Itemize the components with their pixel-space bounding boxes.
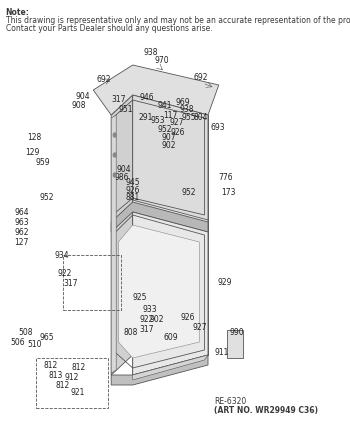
Polygon shape bbox=[111, 202, 208, 232]
Text: 952: 952 bbox=[40, 193, 54, 202]
Circle shape bbox=[113, 153, 116, 157]
Text: 808: 808 bbox=[123, 328, 138, 337]
Text: 970: 970 bbox=[154, 56, 169, 65]
Text: 173: 173 bbox=[221, 188, 236, 197]
Text: 962: 962 bbox=[14, 228, 29, 237]
Text: 926: 926 bbox=[171, 128, 185, 137]
Polygon shape bbox=[118, 225, 200, 358]
Text: 952: 952 bbox=[158, 125, 172, 134]
Circle shape bbox=[113, 133, 116, 137]
Text: 926: 926 bbox=[126, 186, 140, 195]
Text: 291: 291 bbox=[139, 113, 153, 122]
Text: This drawing is representative only and may not be an accurate representation of: This drawing is representative only and … bbox=[6, 16, 350, 25]
Polygon shape bbox=[133, 95, 208, 375]
Polygon shape bbox=[133, 130, 165, 190]
Text: 955: 955 bbox=[181, 113, 196, 122]
Text: 925: 925 bbox=[133, 293, 147, 302]
FancyBboxPatch shape bbox=[228, 330, 243, 358]
Text: 117: 117 bbox=[163, 111, 178, 120]
Text: 812: 812 bbox=[72, 363, 86, 372]
Text: 912: 912 bbox=[64, 373, 79, 382]
Text: 969: 969 bbox=[176, 98, 190, 107]
Text: 813: 813 bbox=[49, 371, 63, 380]
Polygon shape bbox=[111, 95, 133, 375]
Text: 609: 609 bbox=[163, 333, 178, 342]
Text: 127: 127 bbox=[14, 238, 29, 247]
Polygon shape bbox=[133, 212, 208, 375]
Circle shape bbox=[113, 173, 116, 177]
Text: 938: 938 bbox=[144, 48, 158, 57]
Text: 927: 927 bbox=[170, 118, 184, 127]
Text: 953: 953 bbox=[150, 116, 165, 125]
Polygon shape bbox=[133, 355, 208, 380]
Text: Contact your Parts Dealer should any questions arise.: Contact your Parts Dealer should any que… bbox=[6, 24, 212, 33]
Text: 510: 510 bbox=[27, 340, 42, 349]
Text: 963: 963 bbox=[14, 218, 29, 227]
Text: 317: 317 bbox=[140, 325, 154, 334]
Text: 990: 990 bbox=[230, 328, 244, 337]
Text: 692: 692 bbox=[97, 75, 111, 84]
Text: 938: 938 bbox=[179, 105, 194, 114]
Text: 693: 693 bbox=[210, 123, 225, 132]
Text: 902: 902 bbox=[149, 315, 164, 324]
Text: 926: 926 bbox=[181, 313, 195, 322]
Text: 128: 128 bbox=[27, 133, 42, 142]
Text: 317: 317 bbox=[111, 95, 126, 104]
Text: 959: 959 bbox=[36, 158, 50, 167]
Text: Note:: Note: bbox=[6, 8, 30, 17]
Polygon shape bbox=[93, 65, 219, 115]
Text: 922: 922 bbox=[57, 269, 72, 278]
Text: (ART NO. WR29949 C36): (ART NO. WR29949 C36) bbox=[214, 406, 318, 415]
Polygon shape bbox=[111, 355, 208, 385]
Text: 945: 945 bbox=[126, 178, 140, 187]
Text: 812: 812 bbox=[43, 361, 57, 370]
Text: 902: 902 bbox=[161, 141, 176, 150]
Text: 506: 506 bbox=[11, 338, 26, 347]
Text: 946: 946 bbox=[140, 93, 154, 102]
Text: 986: 986 bbox=[115, 173, 129, 182]
Text: 881: 881 bbox=[126, 193, 140, 202]
Text: 129: 129 bbox=[25, 148, 40, 157]
Polygon shape bbox=[133, 95, 208, 220]
Text: 951: 951 bbox=[118, 105, 133, 114]
Text: 804: 804 bbox=[194, 113, 208, 122]
Text: 933: 933 bbox=[142, 305, 157, 314]
Text: 907: 907 bbox=[161, 133, 176, 142]
Text: 921: 921 bbox=[70, 388, 85, 397]
Text: 922: 922 bbox=[140, 315, 154, 324]
Text: 934: 934 bbox=[55, 251, 69, 260]
Text: 812: 812 bbox=[56, 381, 70, 390]
Text: 904: 904 bbox=[75, 92, 90, 101]
Text: 508: 508 bbox=[18, 328, 33, 337]
Text: 692: 692 bbox=[194, 73, 208, 82]
Text: 911: 911 bbox=[215, 348, 229, 357]
Text: 965: 965 bbox=[40, 333, 54, 342]
Text: 952: 952 bbox=[181, 188, 196, 197]
Text: RE-6320: RE-6320 bbox=[214, 397, 246, 406]
Text: 964: 964 bbox=[14, 208, 29, 217]
Text: 776: 776 bbox=[219, 173, 233, 182]
Text: 904: 904 bbox=[117, 165, 132, 174]
Text: 908: 908 bbox=[72, 101, 86, 110]
Text: 927: 927 bbox=[192, 323, 207, 332]
Text: 317: 317 bbox=[63, 279, 78, 288]
Polygon shape bbox=[111, 115, 116, 373]
Text: 929: 929 bbox=[217, 278, 232, 287]
Text: 941: 941 bbox=[158, 101, 172, 110]
